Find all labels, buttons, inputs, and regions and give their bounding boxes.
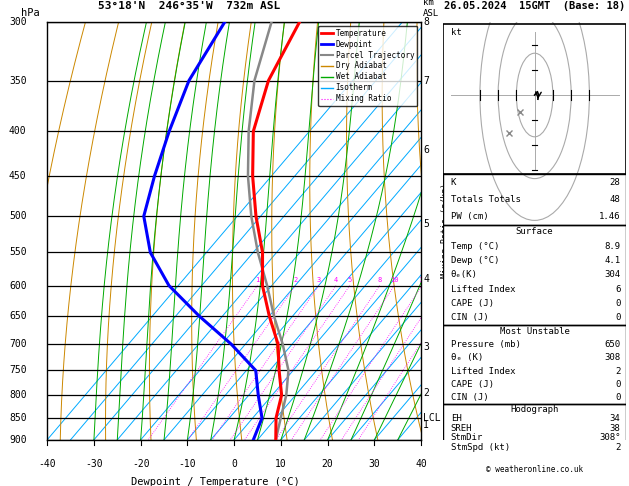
Text: 38: 38	[610, 424, 620, 433]
Text: 4: 4	[423, 274, 429, 284]
Text: CAPE (J): CAPE (J)	[451, 380, 494, 389]
Text: 308°: 308°	[599, 434, 620, 442]
Text: 850: 850	[9, 413, 26, 423]
Text: Temp (°C): Temp (°C)	[451, 242, 499, 251]
Text: km
ASL: km ASL	[423, 0, 439, 17]
Text: -10: -10	[179, 459, 196, 469]
Text: 0: 0	[615, 299, 620, 308]
Bar	[443, 325, 626, 404]
Text: -40: -40	[38, 459, 56, 469]
Text: 550: 550	[9, 247, 26, 258]
Text: 28: 28	[610, 178, 620, 187]
Text: StmSpd (kt): StmSpd (kt)	[451, 443, 510, 452]
Text: 0: 0	[615, 393, 620, 402]
Text: 500: 500	[9, 211, 26, 221]
Text: © weatheronline.co.uk: © weatheronline.co.uk	[486, 465, 583, 474]
Text: 10: 10	[275, 459, 287, 469]
Text: -20: -20	[132, 459, 150, 469]
Text: 1.46: 1.46	[599, 212, 620, 221]
Text: 650: 650	[9, 311, 26, 321]
Text: Lifted Index: Lifted Index	[451, 367, 515, 376]
Bar	[443, 225, 626, 325]
Text: Surface: Surface	[516, 227, 554, 236]
Text: EH: EH	[451, 414, 462, 423]
Text: SREH: SREH	[451, 424, 472, 433]
Bar	[443, 174, 626, 225]
Text: CAPE (J): CAPE (J)	[451, 299, 494, 308]
Text: θₑ (K): θₑ (K)	[451, 353, 483, 363]
Text: 7: 7	[423, 75, 429, 86]
Text: 900: 900	[9, 435, 26, 445]
Text: 34: 34	[610, 414, 620, 423]
Text: 8: 8	[377, 278, 382, 283]
Text: θₑ(K): θₑ(K)	[451, 270, 477, 279]
Text: Hodograph: Hodograph	[511, 405, 559, 414]
Text: 3: 3	[423, 342, 429, 352]
Text: Pressure (mb): Pressure (mb)	[451, 340, 521, 349]
Legend: Temperature, Dewpoint, Parcel Trajectory, Dry Adiabat, Wet Adiabat, Isotherm, Mi: Temperature, Dewpoint, Parcel Trajectory…	[318, 26, 418, 106]
Text: 650: 650	[604, 340, 620, 349]
Text: 2: 2	[615, 443, 620, 452]
Text: hPa: hPa	[21, 8, 40, 17]
Text: 1: 1	[423, 420, 429, 430]
Text: 304: 304	[604, 270, 620, 279]
Text: -30: -30	[85, 459, 103, 469]
Text: 8.9: 8.9	[604, 242, 620, 251]
Text: StmDir: StmDir	[451, 434, 483, 442]
Text: 1: 1	[255, 278, 260, 283]
Text: 5: 5	[348, 278, 352, 283]
Text: 26.05.2024  15GMT  (Base: 18): 26.05.2024 15GMT (Base: 18)	[444, 1, 625, 12]
Text: 53°18'N  246°35'W  732m ASL: 53°18'N 246°35'W 732m ASL	[98, 1, 281, 12]
Text: Dewp (°C): Dewp (°C)	[451, 256, 499, 265]
Text: 4.1: 4.1	[604, 256, 620, 265]
Text: 800: 800	[9, 390, 26, 400]
Text: Most Unstable: Most Unstable	[499, 327, 570, 336]
Text: 10: 10	[390, 278, 399, 283]
Text: 600: 600	[9, 280, 26, 291]
Text: 350: 350	[9, 75, 26, 86]
Text: 0: 0	[615, 380, 620, 389]
Text: 450: 450	[9, 171, 26, 181]
Text: CIN (J): CIN (J)	[451, 393, 488, 402]
Text: 15: 15	[418, 278, 426, 283]
Bar	[443, 24, 626, 174]
Text: CIN (J): CIN (J)	[451, 313, 488, 322]
Text: 2: 2	[293, 278, 298, 283]
Text: Dewpoint / Temperature (°C): Dewpoint / Temperature (°C)	[131, 477, 300, 486]
Text: Mixing Ratio (g/kg): Mixing Ratio (g/kg)	[441, 183, 450, 278]
Text: K: K	[451, 178, 456, 187]
Bar	[443, 404, 626, 452]
Text: 4: 4	[334, 278, 338, 283]
Text: 3: 3	[316, 278, 321, 283]
Text: 5: 5	[423, 219, 429, 229]
Text: 0: 0	[615, 313, 620, 322]
Text: 2: 2	[615, 367, 620, 376]
Text: 308: 308	[604, 353, 620, 363]
Text: 6: 6	[423, 145, 429, 155]
Text: PW (cm): PW (cm)	[451, 212, 488, 221]
Text: Totals Totals: Totals Totals	[451, 195, 521, 204]
Text: Lifted Index: Lifted Index	[451, 285, 515, 294]
Text: 300: 300	[9, 17, 26, 27]
Text: 6: 6	[615, 285, 620, 294]
Text: 400: 400	[9, 126, 26, 136]
Text: 20: 20	[322, 459, 333, 469]
Text: 2: 2	[423, 388, 429, 398]
Text: 750: 750	[9, 365, 26, 376]
Text: 8: 8	[423, 17, 429, 27]
Text: 30: 30	[369, 459, 381, 469]
Text: 48: 48	[610, 195, 620, 204]
Text: 700: 700	[9, 339, 26, 349]
Text: 0: 0	[231, 459, 237, 469]
Text: kt: kt	[451, 28, 462, 37]
Text: LCL: LCL	[423, 413, 441, 423]
Text: 40: 40	[415, 459, 427, 469]
